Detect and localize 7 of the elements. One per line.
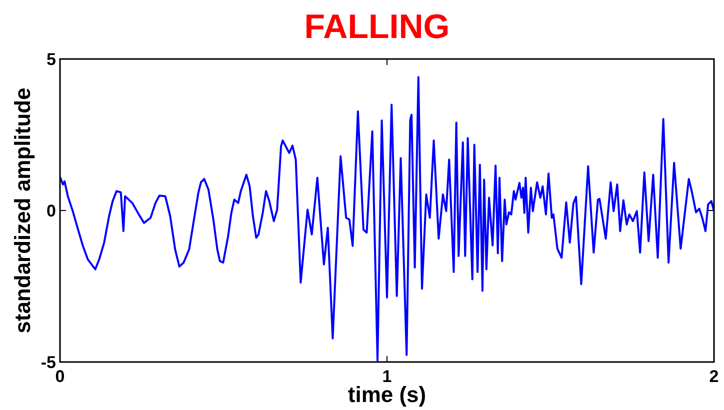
x-tick-label: 2 — [709, 367, 719, 386]
y-axis-title: standardized amplitude — [10, 88, 35, 334]
y-tick-label: 5 — [46, 50, 56, 69]
y-tick-label: 0 — [46, 202, 56, 220]
y-tick-label: -5 — [40, 353, 56, 372]
line-series — [60, 76, 714, 362]
chart-title: FALLING — [304, 8, 450, 46]
